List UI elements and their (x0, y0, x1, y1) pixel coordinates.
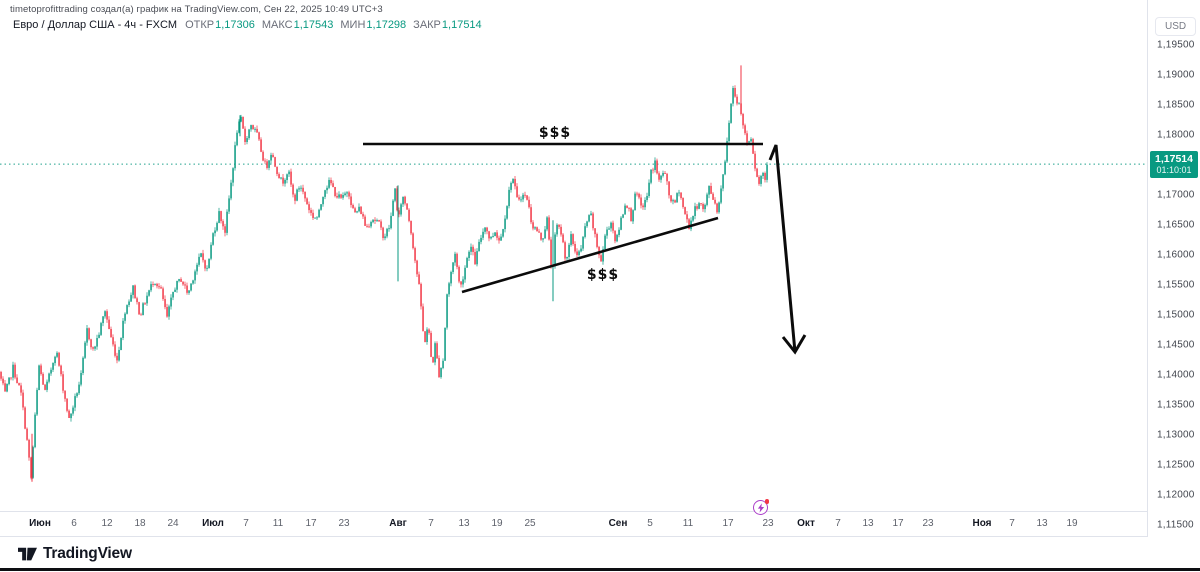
time-tick-label: Авг (389, 518, 407, 529)
ohlc-field-label: ОТКР (185, 19, 215, 31)
price-tick-label: 1,18000 (1157, 129, 1195, 141)
tradingview-logo-icon (18, 547, 37, 560)
time-tick-label: 5 (647, 518, 653, 529)
down-arrow-head (781, 334, 807, 355)
time-tick-label: 23 (922, 518, 934, 529)
time-tick-label: 23 (762, 518, 774, 529)
time-tick-label: 11 (682, 518, 694, 529)
time-tick-label: 17 (722, 518, 734, 529)
time-tick-label: 18 (134, 518, 146, 529)
support-trendline[interactable] (461, 216, 719, 294)
candles-group (0, 85, 768, 480)
ohlc-field-value: 1,17543 (293, 19, 334, 31)
time-tick-label: 11 (272, 518, 284, 529)
time-axis[interactable]: Июн 6 12 18 24 Июл 7 11 17 23 Авг 7 13 19 25 Сен 5 11 17 23… (0, 511, 1200, 537)
time-tick-label: Сен (608, 518, 628, 529)
price-tick-label: 1,16500 (1157, 219, 1195, 231)
price-tick-label: 1,12000 (1157, 489, 1195, 501)
tradingview-logo[interactable]: TradingView (18, 545, 132, 563)
symbol-title: Евро / Доллар США - 4ч - FXCM (13, 19, 178, 31)
ohlc-field-label: МАКС (261, 19, 293, 31)
time-tick-label: Ноя (972, 518, 992, 529)
time-tick-label: 7 (1009, 518, 1015, 529)
time-tick-label: 23 (338, 518, 350, 529)
time-tick-label: 17 (305, 518, 317, 529)
time-tick-label: 19 (1066, 518, 1078, 529)
price-tick-label: 1,19500 (1157, 39, 1195, 51)
down-arrow-drawing[interactable] (768, 144, 797, 353)
ohlc-field-value: 1,17514 (441, 19, 482, 31)
price-tick-label: 1,15000 (1157, 309, 1195, 321)
dollar-label-top[interactable]: $$$ (539, 125, 571, 141)
tradingview-logo-text: TradingView (43, 545, 132, 562)
time-tick-label: Июн (29, 518, 51, 529)
lightning-bolt-icon (757, 502, 764, 513)
price-tick-label: 1,11500 (1157, 519, 1194, 531)
time-tick-label: 7 (835, 518, 841, 529)
current-price-value: 1,17514 (1155, 153, 1193, 165)
time-tick-label: Окт (797, 518, 815, 529)
ohlc-values: ОТКР1,17306 МАКС1,17543 МИН1,17298 ЗАКР1,17… (185, 19, 482, 31)
ohlc-field-label: МИН (340, 19, 366, 31)
time-tick-label: Июл (202, 518, 224, 529)
price-tick-label: 1,14000 (1157, 369, 1195, 381)
notification-dot (764, 499, 769, 504)
price-tick-label: 1,14500 (1157, 339, 1195, 351)
price-tick-label: 1,19000 (1157, 69, 1195, 81)
dollar-label-bottom[interactable]: $$$ (587, 267, 619, 283)
ohlc-field-value: 1,17298 (366, 19, 407, 31)
attribution-text: timetoprofittrading создал(а) график на … (10, 4, 383, 15)
time-tick-label: 19 (491, 518, 503, 529)
currency-button[interactable]: USD (1155, 17, 1197, 36)
price-tick-label: 1,18500 (1157, 99, 1195, 111)
price-tick-label: 1,16000 (1157, 249, 1195, 261)
time-tick-label: 17 (892, 518, 904, 529)
event-lightning-icon[interactable] (753, 499, 769, 515)
time-tick-label: 7 (243, 518, 249, 529)
time-tick-label: 13 (1036, 518, 1048, 529)
chart-pane[interactable]: $$$ $$$ timetoprofittrading создал(а) гра… (0, 0, 1147, 511)
bar-countdown: 01:10:01 (1156, 165, 1192, 175)
current-price-badge: 1,17514 01:10:01 (1150, 151, 1198, 178)
time-tick-label: 13 (862, 518, 874, 529)
time-tick-label: 6 (71, 518, 77, 529)
symbol-info-bar: Евро / Доллар США - 4ч - FXCM ОТКР1,1730… (13, 19, 482, 31)
candlestick-chart[interactable]: $$$ $$$ (0, 0, 1147, 511)
time-tick-label: 13 (458, 518, 470, 529)
price-tick-label: 1,17000 (1157, 189, 1195, 201)
price-tick-label: 1,13500 (1157, 399, 1195, 411)
price-tick-label: 1,15500 (1157, 279, 1195, 291)
price-tick-label: 1,12500 (1157, 459, 1195, 471)
price-tick-label: 1,13000 (1157, 429, 1195, 441)
time-tick-label: 7 (428, 518, 434, 529)
time-tick-label: 25 (524, 518, 536, 529)
price-axis[interactable]: USD 1,19500 1,19000 1,18500 1,18000 1,17000 1… (1147, 0, 1200, 537)
time-tick-label: 24 (167, 518, 179, 529)
ohlc-field-value: 1,17306 (215, 19, 255, 31)
time-tick-label: 12 (101, 518, 113, 529)
ohlc-field-label: ЗАКР (413, 19, 441, 31)
bottom-window-edge (0, 568, 1200, 571)
